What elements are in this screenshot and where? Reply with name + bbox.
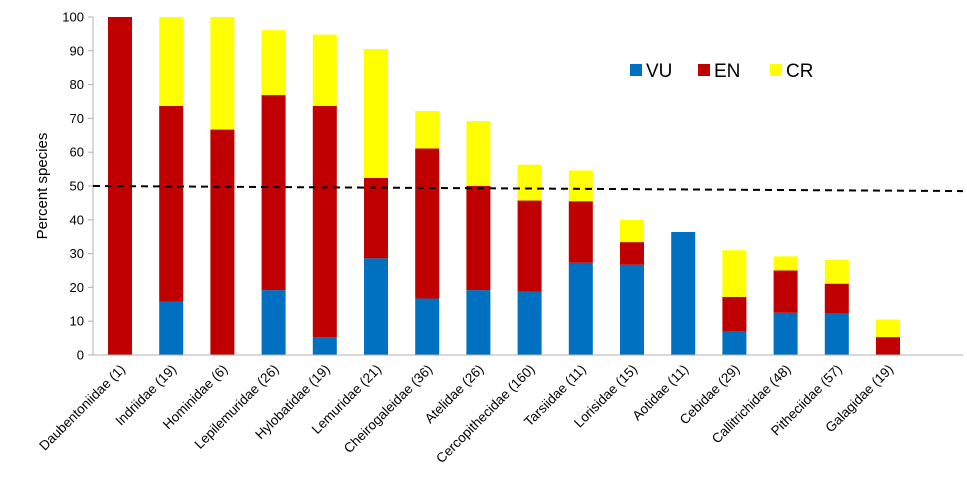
bar-segment-cr (517, 164, 542, 201)
bar-segment-en (773, 270, 798, 313)
y-tick-label: 60 (70, 145, 84, 160)
bar-segment-vu (824, 313, 849, 355)
bar-segment-cr (773, 256, 798, 271)
bar-segment-cr (466, 121, 491, 186)
legend-label-vu: VU (646, 61, 672, 82)
x-tick-label: Daubentoniidae (1) (36, 362, 128, 454)
bar-segment-cr (261, 30, 286, 96)
y-axis-title: Percent species (34, 133, 51, 240)
bar-segment-cr (568, 170, 593, 202)
bar-segment-cr (620, 219, 644, 243)
y-tick-label: 90 (70, 43, 84, 58)
y-tick-label: 80 (70, 77, 84, 92)
y-tick-label: 70 (70, 111, 84, 126)
bar-segment-en (159, 105, 184, 302)
bar-segment-vu (466, 290, 491, 355)
bar-segment-vu (671, 231, 696, 355)
legend-label-en: EN (714, 61, 740, 82)
bar-segment-vu (568, 262, 593, 355)
y-tick-label: 30 (70, 246, 84, 261)
bar-segment-vu (261, 290, 286, 355)
bar-segment-en (824, 283, 849, 314)
bar-segment-vu (517, 291, 542, 355)
bar-segment-vu (415, 298, 440, 355)
bar-segment-vu (773, 312, 798, 355)
bar-segment-vu (312, 337, 337, 355)
bar-segment-cr (824, 260, 849, 284)
bar-segment-cr (722, 250, 747, 297)
y-tick-label: 10 (70, 314, 84, 329)
legend-swatch-vu (630, 64, 642, 76)
bar-segment-en (568, 201, 593, 263)
bar-segment-en (466, 186, 491, 291)
x-tick-label: Cercopithecidae (160) (433, 362, 538, 467)
bar-segment-vu (722, 331, 747, 355)
bar-segment-cr (159, 17, 184, 106)
x-axis: Daubentoniidae (1)Indriidae (19)Hominida… (36, 354, 963, 467)
y-tick-label: 50 (70, 179, 84, 194)
bar-segment-en (415, 148, 440, 299)
bar-segment-cr (364, 49, 388, 178)
y-tick-label: 40 (70, 212, 84, 227)
x-tick-label: Cheirogaleidae (36) (341, 362, 435, 456)
legend-label-cr: CR (786, 61, 813, 82)
bar-segment-en (876, 337, 900, 355)
bar-segment-en (722, 296, 747, 332)
bar-segment-cr (312, 34, 337, 106)
bar-segment-vu (364, 258, 388, 355)
y-axis: 0 10 20 30 40 50 60 70 80 90 100 (62, 10, 94, 363)
reference-dashed-line (92, 185, 964, 193)
bar-segment-en (517, 200, 542, 292)
bar-segment-en (364, 177, 388, 259)
bar-segment-en (620, 242, 644, 265)
bar-segment-cr (210, 17, 235, 130)
bar-segment-vu (159, 301, 184, 355)
legend-swatch-cr (770, 64, 782, 76)
bar-segment-en (261, 95, 286, 291)
bar-segment-cr (415, 110, 440, 149)
y-tick-label: 0 (77, 348, 84, 363)
legend: VU EN CR (630, 61, 813, 82)
y-tick-label: 20 (70, 280, 84, 295)
bar-segment-en (210, 129, 235, 355)
legend-swatch-en (698, 64, 710, 76)
bar-segment-en (312, 105, 337, 338)
bar-segment-vu (620, 264, 644, 355)
bar-segment-cr (876, 319, 900, 338)
y-tick-label: 100 (62, 10, 84, 25)
reference-line-group (92, 185, 964, 193)
